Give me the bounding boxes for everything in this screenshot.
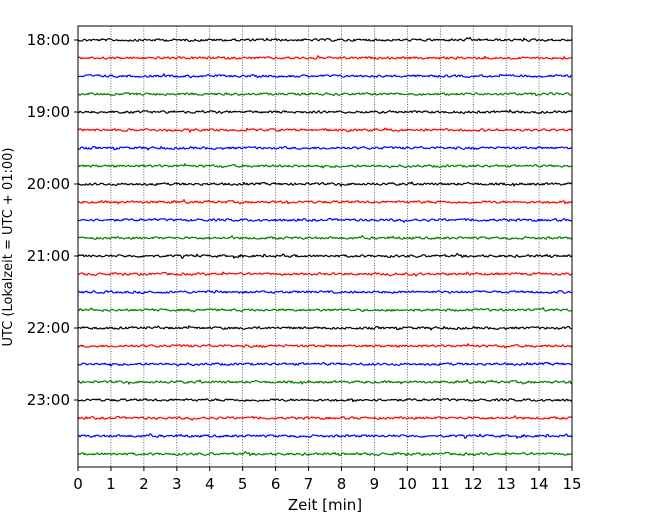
trace-line xyxy=(77,415,573,421)
y-tick-label: 19:00 xyxy=(27,103,70,121)
trace-line xyxy=(77,55,573,60)
trace-series xyxy=(77,36,573,457)
trace-line xyxy=(77,36,573,43)
trace-line xyxy=(77,343,573,349)
trace-line xyxy=(77,252,573,259)
trace-line xyxy=(77,398,573,403)
trace-line xyxy=(77,325,573,331)
trace-line xyxy=(77,361,573,367)
trace-line xyxy=(77,109,573,115)
x-tick-label: 15 xyxy=(562,475,581,493)
trace-line xyxy=(77,217,573,223)
trace-line xyxy=(77,307,573,313)
x-tick-label: 2 xyxy=(139,475,149,493)
trace-line xyxy=(77,433,573,439)
x-tick-label: 13 xyxy=(497,475,516,493)
x-tick-label: 14 xyxy=(530,475,549,493)
x-tick-label: 6 xyxy=(271,475,281,493)
trace-line xyxy=(77,378,573,385)
trace-line xyxy=(77,73,573,79)
grid-lines xyxy=(110,26,540,467)
trace-line xyxy=(77,92,573,97)
x-axis-label: Zeit [min] xyxy=(288,496,362,514)
x-tick-label: 11 xyxy=(431,475,450,493)
y-tick-label: 20:00 xyxy=(27,175,70,193)
y-tick-label: 23:00 xyxy=(27,391,70,409)
x-tick-label: 0 xyxy=(73,475,83,493)
y-tick-label: 22:00 xyxy=(27,319,70,337)
x-tick-label: 1 xyxy=(106,475,116,493)
y-axis: 18:00 19:00 20:00 21:00 22:00 23:00 xyxy=(27,31,78,409)
x-tick-label: 5 xyxy=(238,475,248,493)
trace-line xyxy=(77,235,573,240)
x-tick-label: 7 xyxy=(304,475,314,493)
trace-line xyxy=(77,127,573,133)
trace-line xyxy=(77,163,573,169)
x-tick-label: 9 xyxy=(370,475,380,493)
x-tick-label: 4 xyxy=(205,475,215,493)
trace-line xyxy=(77,289,573,295)
trace-line xyxy=(77,145,573,151)
trace-line xyxy=(77,198,573,205)
y-axis-label: UTC (Lokalzeit = UTC + 01:00) xyxy=(1,148,16,347)
x-tick-label: 12 xyxy=(464,475,483,493)
plot-frame xyxy=(77,25,573,468)
trace-line xyxy=(77,450,573,457)
trace-line xyxy=(77,181,573,187)
x-tick-label: 10 xyxy=(398,475,417,493)
trace-line xyxy=(77,271,573,277)
y-tick-label: 21:00 xyxy=(27,247,70,265)
x-axis: 0 1 2 3 4 5 6 7 8 9 10 11 12 13 14 15 xyxy=(73,467,582,493)
x-tick-label: 3 xyxy=(172,475,182,493)
y-tick-label: 18:00 xyxy=(27,31,70,49)
x-tick-label: 8 xyxy=(337,475,347,493)
